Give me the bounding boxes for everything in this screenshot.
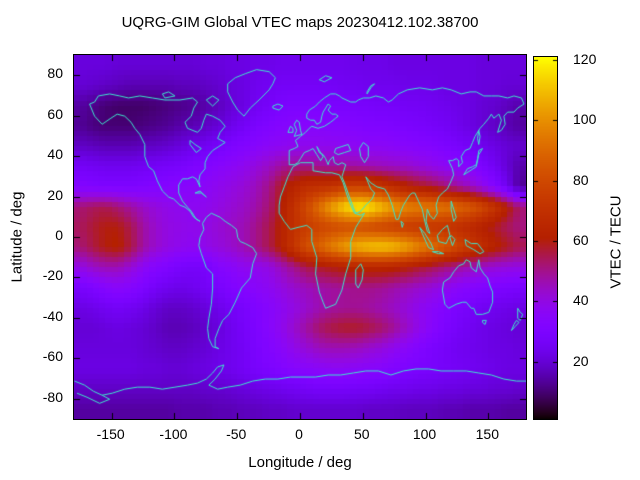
y-tick-label: 0 xyxy=(55,227,63,243)
y-tick-label: 40 xyxy=(47,146,63,163)
y-tick-label: -60 xyxy=(42,348,63,365)
x-tick-label: -50 xyxy=(226,426,247,442)
x-tick-label: 100 xyxy=(412,426,437,442)
figure-title: UQRG-GIM Global VTEC maps 20230412.102.3… xyxy=(121,14,479,31)
x-tick-label: -100 xyxy=(159,426,188,442)
x-tick-label: 50 xyxy=(353,426,370,442)
colorbar-tick-label: 80 xyxy=(573,171,589,188)
x-tick-label: -150 xyxy=(96,426,125,442)
colorbar-tick-label: 120 xyxy=(573,51,597,68)
y-tick-label: 80 xyxy=(47,65,63,82)
x-tick-label: 150 xyxy=(475,426,499,442)
y-tick-label: 60 xyxy=(47,105,63,122)
colorbar-tick-label: 40 xyxy=(573,292,589,309)
y-tick-label: 20 xyxy=(47,186,63,203)
colorbar-tick-label: 20 xyxy=(573,352,589,369)
y-tick-label: -20 xyxy=(42,267,63,284)
colorbar-canvas xyxy=(534,57,557,419)
x-axis-label: Longitude / deg xyxy=(248,454,352,471)
y-tick-label: -40 xyxy=(42,307,63,324)
colorbar-label: VTEC / TECU xyxy=(607,195,625,289)
colorbar-frame xyxy=(533,56,558,420)
y-tick-label: -80 xyxy=(42,388,63,405)
x-tick-label: 0 xyxy=(295,426,303,442)
vtec-heatmap-canvas xyxy=(74,55,526,419)
map-plot-frame xyxy=(73,54,527,420)
colorbar-tick-label: 100 xyxy=(573,111,597,128)
colorbar-tick-label: 60 xyxy=(573,232,589,249)
